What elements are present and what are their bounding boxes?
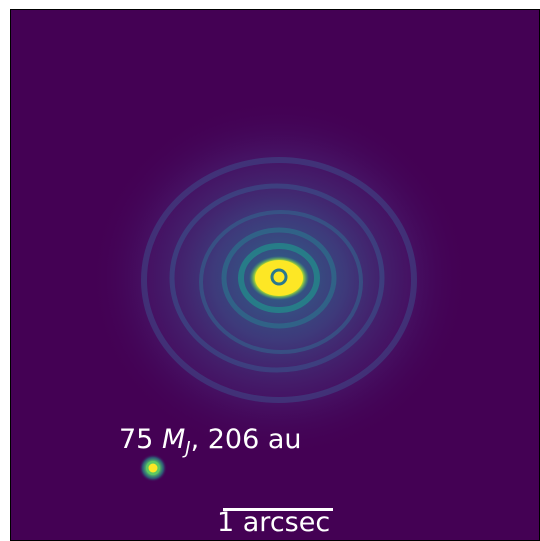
companion-mass-subscript: J (185, 438, 191, 459)
companion-separation: , 206 au (190, 424, 302, 455)
central-star-center (270, 268, 288, 286)
companion-core (148, 463, 158, 473)
companion-mass-symbol: M (161, 424, 186, 455)
image-frame: 75 MJ, 206 au 1 arcsec (10, 9, 540, 541)
disk-image (11, 10, 539, 540)
companion-label: 75 MJ, 206 au (119, 424, 302, 459)
scale-bar (223, 508, 333, 511)
central-star (255, 260, 303, 296)
companion-mass-value: 75 (119, 424, 154, 455)
scale-bar-label: 1 arcsec (217, 507, 331, 538)
disk-rings (141, 157, 417, 403)
